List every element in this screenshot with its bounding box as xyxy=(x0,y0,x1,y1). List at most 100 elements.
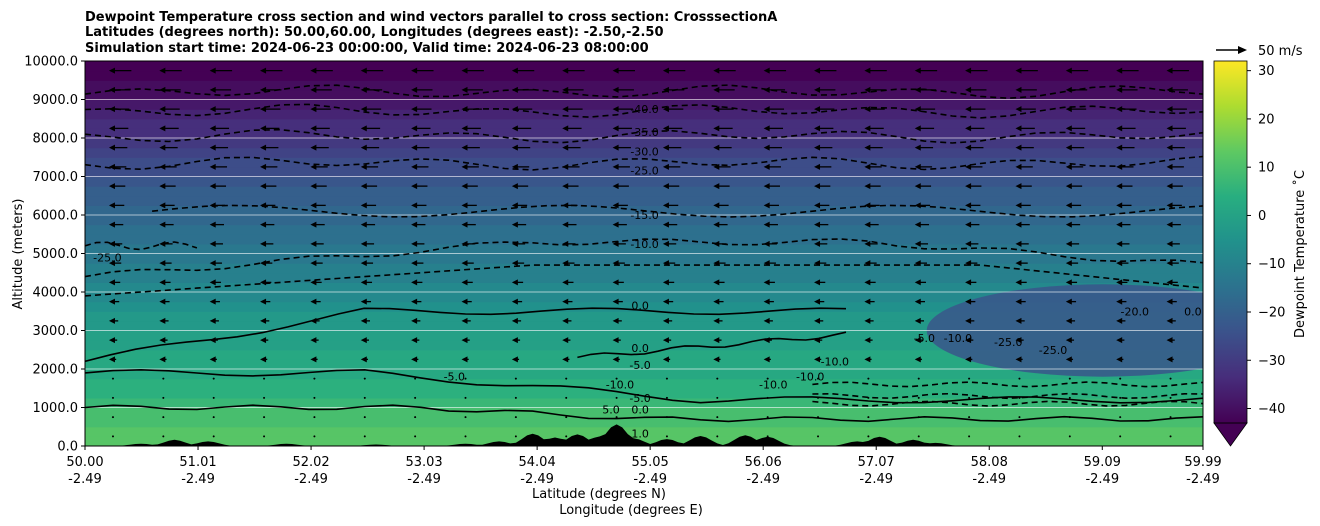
wind-vector-head xyxy=(1015,163,1022,170)
wind-vector xyxy=(914,356,922,363)
wind-vector xyxy=(763,260,776,267)
wind-vector xyxy=(310,67,333,74)
wind-vector xyxy=(1116,279,1128,286)
wind-vector-dot xyxy=(162,416,165,419)
wind-vector xyxy=(1015,144,1034,151)
wind-vector-head xyxy=(864,317,871,324)
wind-vector xyxy=(108,163,127,170)
wind-vector xyxy=(260,298,271,305)
wind-vector-head xyxy=(1116,298,1123,305)
wind-vector-head xyxy=(159,67,166,74)
wind-vector xyxy=(1015,356,1023,363)
horizontal-gridlines xyxy=(85,99,1203,408)
wind-vector-head xyxy=(108,202,115,209)
wind-vector-head xyxy=(1065,86,1072,93)
wind-vector xyxy=(1166,317,1176,324)
wind-vector xyxy=(263,396,266,399)
wind-vector xyxy=(965,67,988,74)
wind-vector-head xyxy=(1015,279,1022,286)
wind-vector xyxy=(1166,356,1174,363)
wind-vector-head xyxy=(965,67,972,74)
wind-vector-head xyxy=(814,86,821,93)
wind-vector xyxy=(713,337,722,344)
wind-vector-dot xyxy=(263,396,266,399)
wind-vector-head xyxy=(713,125,720,132)
wind-vector-head xyxy=(461,163,468,170)
wind-vector xyxy=(159,125,179,132)
wind-vector xyxy=(209,260,222,267)
colorbar-tick-label: 10 xyxy=(1258,161,1275,176)
wind-vector-head xyxy=(209,279,216,286)
wind-vector-head xyxy=(159,240,166,247)
wind-vector-head xyxy=(260,144,267,151)
wind-vector-dot xyxy=(716,396,719,399)
wind-vector xyxy=(864,67,887,74)
wind-vector-head xyxy=(713,317,720,324)
wind-vector-head xyxy=(562,106,569,113)
wind-vector xyxy=(662,260,676,267)
wind-vector xyxy=(965,260,978,267)
wind-vector xyxy=(716,377,719,380)
wind-vector-head xyxy=(1015,337,1022,344)
wind-vector xyxy=(914,240,929,247)
x-tick-label-lat: 50.00 xyxy=(66,455,103,470)
wind-vector xyxy=(814,279,826,286)
wind-vector-head xyxy=(310,86,317,93)
wind-vector-head xyxy=(713,279,720,286)
wind-vector-dot xyxy=(615,377,618,380)
wind-vector xyxy=(209,317,219,324)
wind-vector xyxy=(713,202,729,209)
wind-vector-head xyxy=(461,125,468,132)
wind-vector xyxy=(209,183,227,190)
wind-vector xyxy=(864,279,876,286)
wind-vector xyxy=(864,317,874,324)
wind-vector xyxy=(867,396,870,399)
wind-vector xyxy=(1116,67,1139,74)
wind-vector-head xyxy=(1015,221,1022,228)
wind-vector-head xyxy=(209,240,216,247)
wind-vector-head xyxy=(260,67,267,74)
wind-vector xyxy=(159,106,180,113)
wind-vector-head xyxy=(360,125,367,132)
wind-vector xyxy=(1169,416,1172,419)
terrain-path xyxy=(85,424,1203,446)
wind-vector-head xyxy=(310,125,317,132)
wind-vector xyxy=(763,67,787,74)
wind-vector-head xyxy=(1116,67,1123,74)
field-band xyxy=(85,80,1203,91)
wind-vector xyxy=(914,67,938,74)
wind-vector xyxy=(864,183,881,190)
wind-vector xyxy=(1065,279,1078,286)
wind-vector-head xyxy=(1065,240,1072,247)
wind-vector-dot xyxy=(867,396,870,399)
wind-vector-head xyxy=(108,298,115,305)
wind-vector-head xyxy=(260,163,267,170)
wind-vector-dot xyxy=(363,396,366,399)
wind-vector-dot xyxy=(968,377,971,380)
x-tick-label-lon: -2.49 xyxy=(633,472,667,487)
wind-vector-head xyxy=(662,260,669,267)
wind-vector-head xyxy=(411,240,418,247)
wind-vector-head xyxy=(310,67,317,74)
wind-vector xyxy=(864,356,872,363)
wind-vector-head xyxy=(411,163,418,170)
wind-vector-head xyxy=(108,221,115,228)
wind-vector xyxy=(310,86,332,93)
contour-label: -20.0 xyxy=(1120,305,1148,318)
wind-vector-head xyxy=(310,163,317,170)
wind-vector xyxy=(461,183,478,190)
wind-vector xyxy=(111,435,114,438)
wind-vector xyxy=(411,183,428,190)
wind-vector-head xyxy=(1065,317,1072,324)
wind-vector-head xyxy=(864,125,871,132)
wind-vector-head xyxy=(1116,240,1123,247)
wind-vector xyxy=(108,67,132,74)
wind-vector-head xyxy=(1065,279,1072,286)
y-axis-label: Altitude (meters) xyxy=(11,199,26,310)
wind-vector xyxy=(814,183,831,190)
wind-vector-head xyxy=(562,356,569,363)
wind-vector xyxy=(562,221,577,228)
wind-reference-key: 50 m/s xyxy=(1216,44,1303,59)
contour-label: -10.0 xyxy=(821,355,849,368)
wind-vector xyxy=(310,144,329,151)
